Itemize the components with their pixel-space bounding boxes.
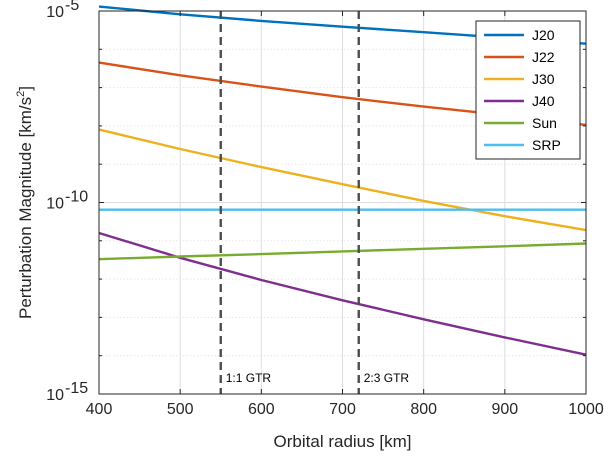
legend-label-j30: J30 (532, 71, 555, 87)
y-axis-title-main: Perturbation Magnitude [km/s (16, 97, 35, 319)
y-tick-label: 10 (46, 387, 64, 404)
y-axis-title-close: ] (16, 86, 35, 91)
reference-line-label-2: 2:3 GTR (364, 371, 410, 385)
x-tick-label: 600 (248, 401, 275, 418)
legend-label-sun: Sun (532, 115, 557, 131)
x-tick-label: 1000 (568, 401, 604, 418)
y-axis-title-exponent: 2 (15, 91, 27, 97)
y-tick-label-exponent: -5 (65, 0, 79, 14)
y-tick-label: 10 (46, 4, 64, 21)
y-tick-label-base: 10 (46, 387, 64, 404)
series-line-sun (98, 242, 587, 261)
x-tick-label: 800 (410, 401, 437, 418)
y-tick-label-base: 10 (46, 4, 64, 21)
legend-label-j20: J20 (532, 27, 555, 43)
x-tick-label: 400 (86, 401, 113, 418)
x-tick-label: 700 (329, 401, 356, 418)
y-tick-label: 10 (46, 196, 64, 213)
x-tick-label: 900 (491, 401, 518, 418)
legend-label-srp: SRP (532, 137, 561, 153)
legend: J20 J22 J30 J40 Sun SRP (475, 20, 581, 160)
series-line-j30 (98, 128, 587, 232)
legend-label-j22: J22 (532, 49, 555, 65)
series-line-j40 (98, 231, 587, 356)
x-axis-title: Orbital radius [km] (274, 432, 412, 451)
series-lines (98, 5, 587, 356)
legend-label-j40: J40 (532, 93, 555, 109)
reference-lines: 1:1 GTR 2:3 GTR (219, 11, 410, 394)
y-tick-label-exponent: -10 (65, 189, 88, 206)
y-tick-label-exponent: -15 (65, 380, 88, 397)
reference-line-label-1: 1:1 GTR (226, 371, 272, 385)
y-axis-title: Perturbation Magnitude [km/s2] (15, 86, 35, 319)
x-tick-label: 500 (167, 401, 194, 418)
legend-box (475, 20, 581, 160)
y-tick-label-base: 10 (46, 196, 64, 213)
